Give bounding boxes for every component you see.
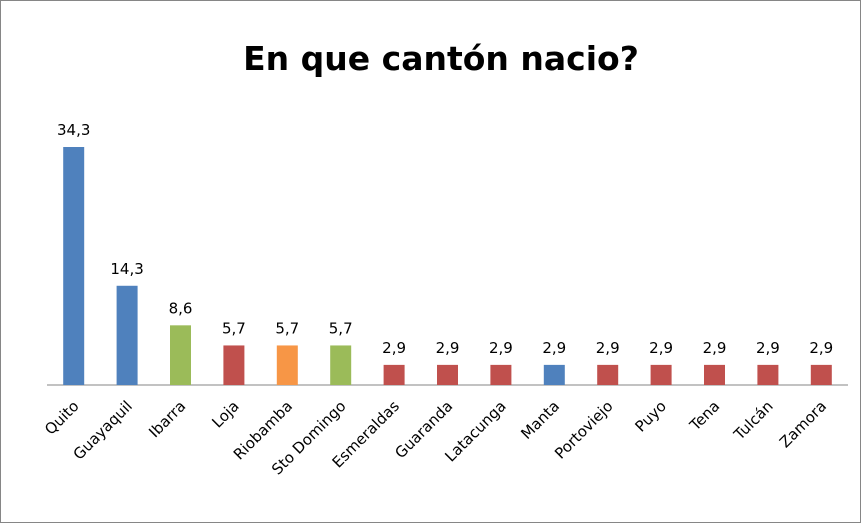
data-label: 5,7 xyxy=(275,319,299,337)
bar xyxy=(383,364,405,385)
bar xyxy=(810,364,832,385)
data-label: 14,3 xyxy=(110,260,143,278)
bar xyxy=(757,364,779,385)
bar xyxy=(704,364,725,385)
data-label: 5,7 xyxy=(222,319,246,337)
data-label: 2,9 xyxy=(596,339,620,357)
bar xyxy=(597,364,619,385)
bar xyxy=(63,147,85,385)
data-label: 2,9 xyxy=(436,339,460,357)
bar xyxy=(543,364,565,385)
bar xyxy=(650,364,672,385)
bar xyxy=(116,285,138,385)
data-label: 2,9 xyxy=(382,339,406,357)
bar xyxy=(437,364,458,385)
data-label: 2,9 xyxy=(542,339,566,357)
data-label: 2,9 xyxy=(649,339,673,357)
data-label: 2,9 xyxy=(756,339,780,357)
bar xyxy=(276,345,298,385)
data-label: 2,9 xyxy=(703,339,727,357)
bar xyxy=(170,325,191,385)
data-label: 34,3 xyxy=(57,121,90,139)
bar xyxy=(490,364,512,385)
data-label: 5,7 xyxy=(329,319,353,337)
data-label: 8,6 xyxy=(169,299,193,317)
data-label: 2,9 xyxy=(809,339,833,357)
bar xyxy=(223,345,245,385)
bar xyxy=(330,345,352,385)
data-label: 2,9 xyxy=(489,339,513,357)
chart-title: En que cantón nacio? xyxy=(243,39,639,78)
